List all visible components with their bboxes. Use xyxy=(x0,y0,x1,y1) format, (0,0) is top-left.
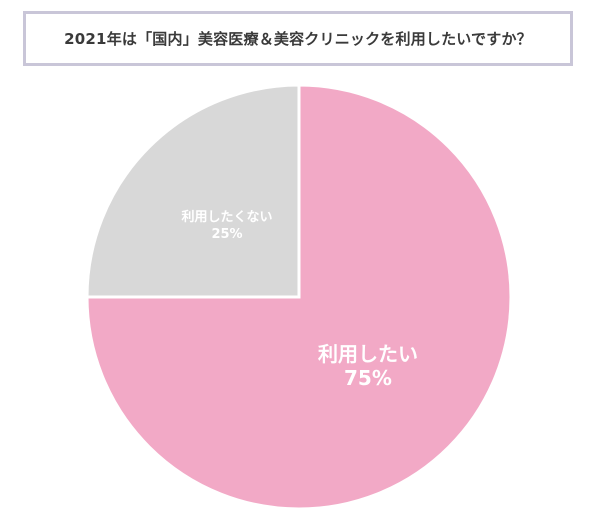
slice-value-label: 75% xyxy=(344,366,392,390)
pie-slices xyxy=(85,83,513,511)
chart-title-box: 2021年は「国内」美容医療＆美容クリニックを利用したいですか？ xyxy=(23,11,573,66)
chart-title: 2021年は「国内」美容医療＆美容クリニックを利用したいですか？ xyxy=(64,30,532,48)
pie-slice xyxy=(85,83,301,299)
slice-label: 利用したい xyxy=(318,342,418,366)
slice-value-label: 25% xyxy=(211,227,242,242)
pie-slice xyxy=(85,83,513,511)
slice-label: 利用したくない xyxy=(182,209,273,225)
